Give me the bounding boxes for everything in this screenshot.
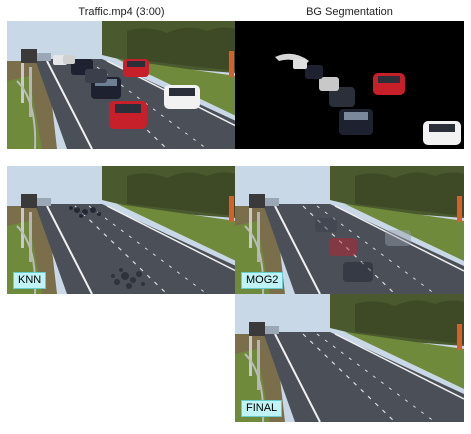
source-video-title: Traffic.mp4 (3:00) — [7, 6, 236, 18]
mog2-label: MOG2 — [241, 272, 283, 289]
car-white-right — [164, 85, 200, 109]
segmented-car-white — [423, 121, 461, 145]
knn-frame: KNN — [7, 166, 236, 294]
mog2-frame: MOG2 — [235, 166, 464, 294]
car-red-far — [123, 59, 149, 77]
source-video-frame — [7, 21, 236, 149]
segmented-car-red — [373, 73, 405, 95]
final-frame: FINAL — [235, 294, 464, 422]
car-red-front — [109, 101, 147, 129]
segmentation-title: BG Segmentation — [235, 6, 464, 18]
segmented-car-dark — [339, 109, 373, 135]
car-white-far — [53, 55, 75, 65]
segmentation-frame — [235, 21, 464, 149]
knn-label: KNN — [13, 272, 46, 289]
final-label: FINAL — [241, 400, 282, 417]
